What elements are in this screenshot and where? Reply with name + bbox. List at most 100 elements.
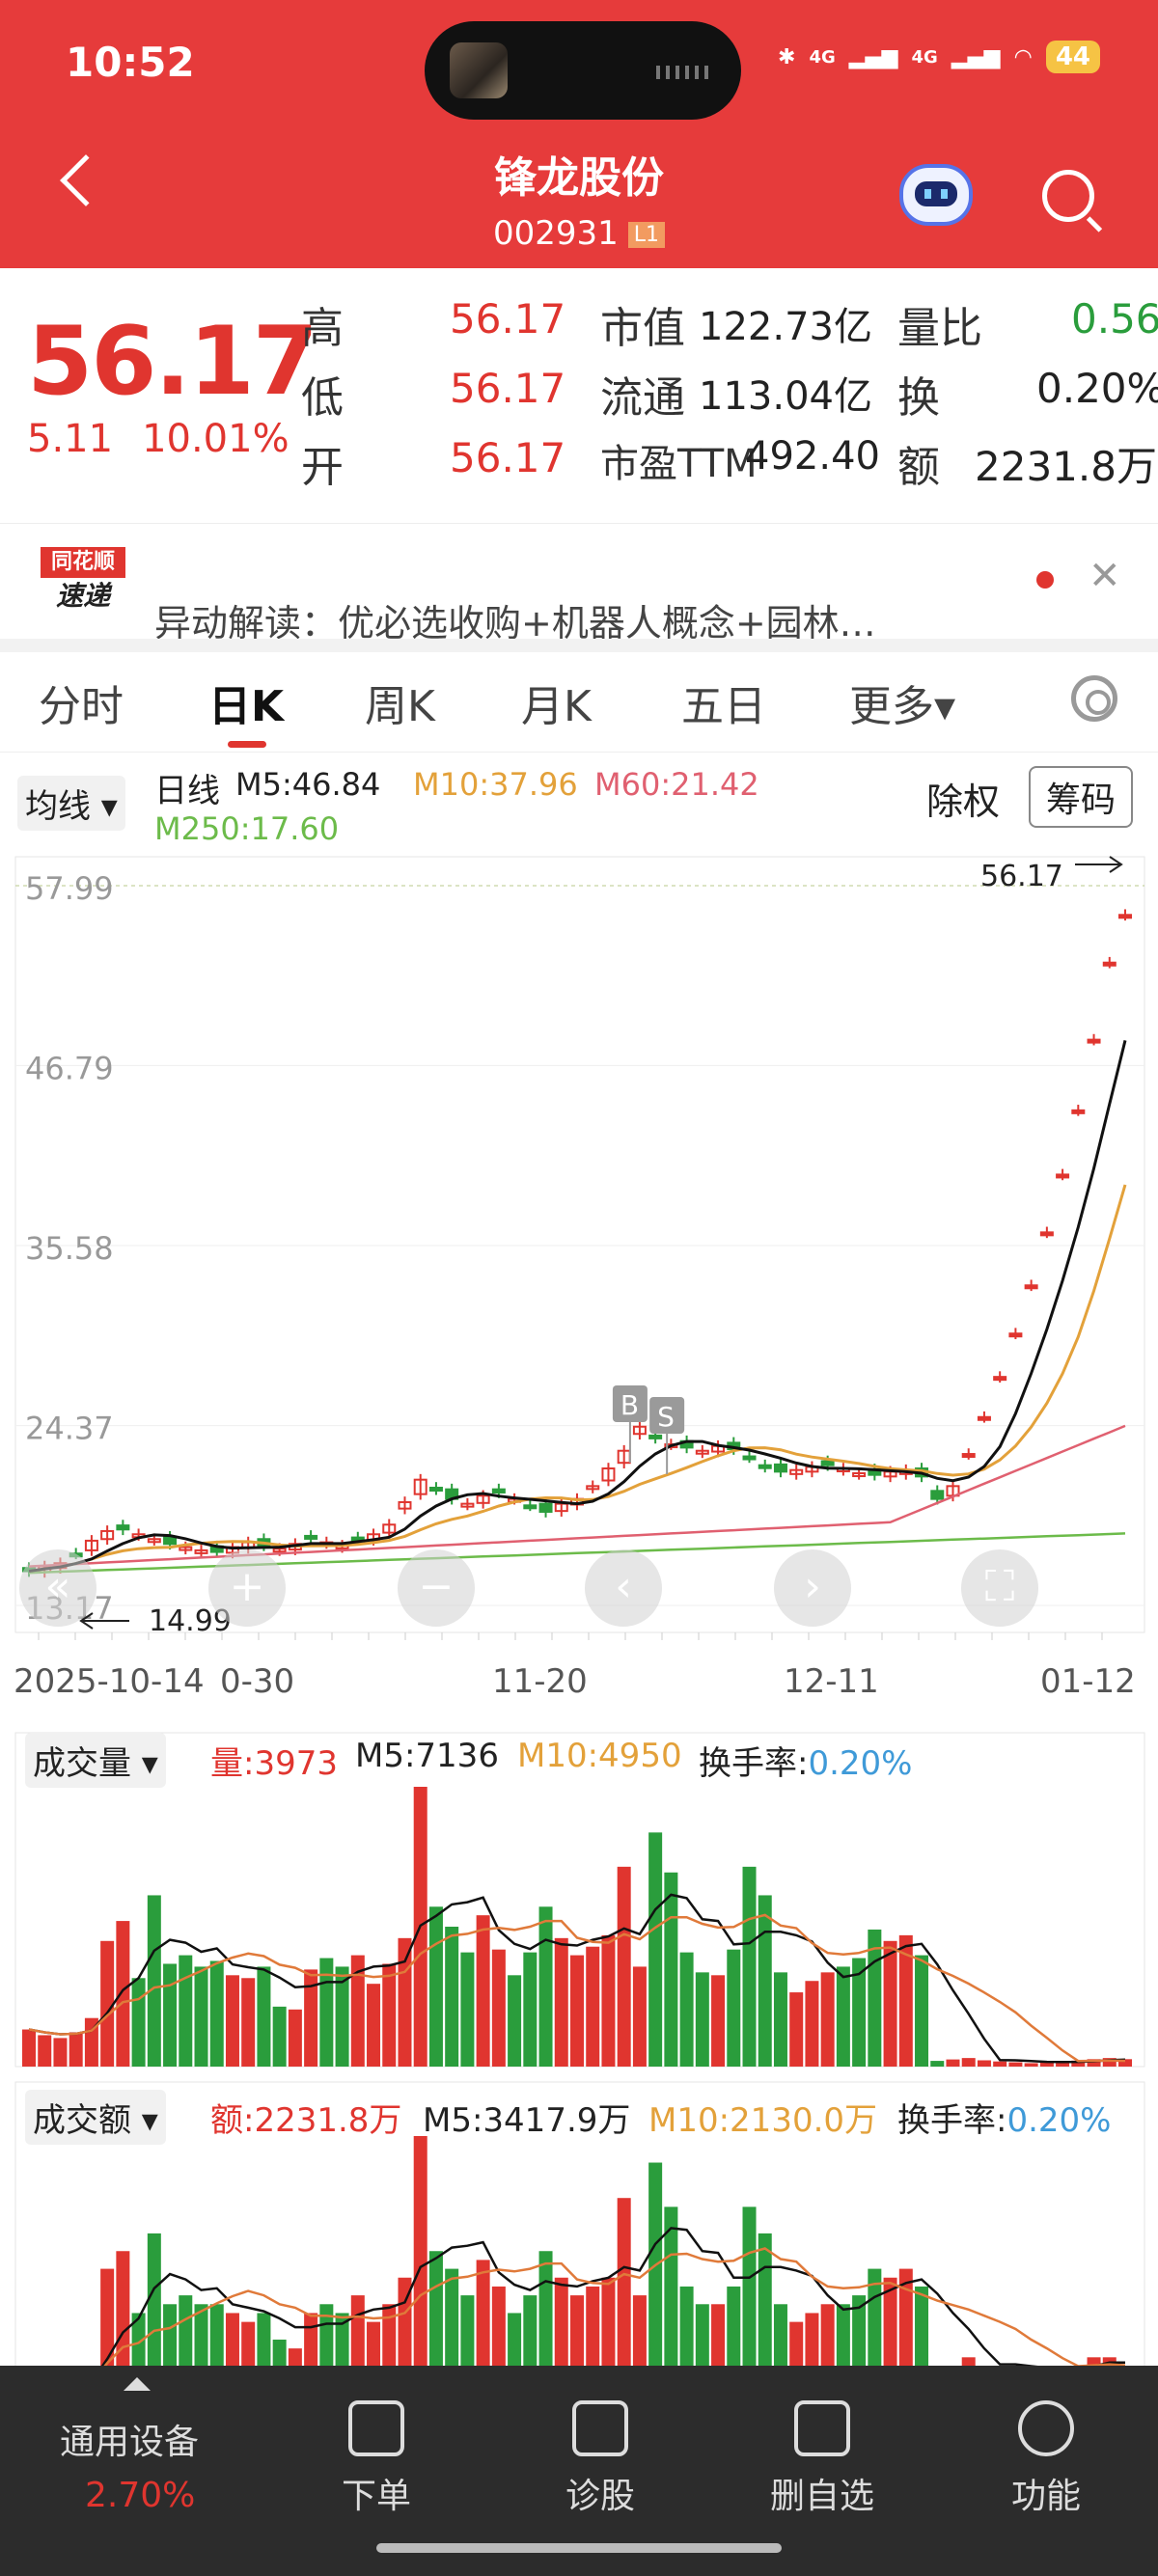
volume-dropdown[interactable]: 成交量 ▾ [25, 1733, 166, 1788]
zoom-in-icon[interactable]: + [208, 1549, 286, 1627]
amount-dropdown[interactable]: 成交额 ▾ [25, 2090, 166, 2145]
volratio-label: 量比 [897, 304, 982, 353]
tab-weekly-k[interactable]: 周K [365, 682, 435, 731]
order-icon [348, 2400, 404, 2456]
candle [491, 1488, 506, 1494]
order-button[interactable]: 下单 [299, 2400, 454, 2518]
volume-bar [758, 1895, 772, 2067]
bottom-nav: 通用设备 2.70% 下单 诊股 删自选 功能 [0, 2366, 1158, 2576]
candle [1008, 1332, 1023, 1338]
news-strip[interactable]: 同花顺 速递 异动解读：优必选收购+机器人概念+园林… [0, 523, 1158, 644]
volume-bar [367, 1984, 381, 2067]
next-icon[interactable]: › [774, 1549, 851, 1627]
prev-icon[interactable]: ‹ [585, 1549, 662, 1627]
candle [977, 1415, 991, 1421]
robot-assistant-icon[interactable] [899, 164, 973, 226]
change-value: 5.11 [27, 417, 114, 461]
candle [695, 1449, 709, 1455]
sector-change: 2.70% [85, 2476, 196, 2515]
amount-bar [617, 2198, 631, 2393]
volume-bar [69, 2032, 83, 2067]
candle [664, 1443, 678, 1449]
candle [116, 1524, 130, 1531]
volume-bar [428, 1906, 443, 2067]
low-value: 56.17 [450, 365, 566, 412]
x-axis-label: 0-30 [220, 1662, 294, 1701]
volume-bar [852, 1958, 867, 2067]
volume-bar [727, 1949, 741, 2067]
open-label: 开 [301, 443, 344, 492]
volume-bar [836, 1966, 850, 2067]
search-icon[interactable] [1042, 170, 1094, 222]
volume-bar [84, 2017, 98, 2067]
volume-bar [523, 1952, 538, 2067]
ma-dropdown[interactable]: 均线 ▾ [17, 776, 125, 831]
volume-bar [993, 2061, 1007, 2067]
candle [930, 1490, 945, 1500]
volratio-value: 0.56 [1071, 295, 1158, 343]
y-tick-label: 57.99 [25, 870, 114, 907]
home-indicator [376, 2543, 782, 2553]
candle [632, 1425, 647, 1436]
expand-up-icon[interactable] [124, 2377, 151, 2391]
volume-bar [632, 1966, 647, 2067]
scroll-left-fast-icon[interactable]: « [19, 1549, 96, 1627]
exright-button[interactable]: 除权 [926, 781, 1001, 823]
pe-value: 492.40 [745, 434, 880, 479]
fullscreen-icon[interactable]: ⛶ [961, 1549, 1038, 1627]
candle [147, 1538, 161, 1544]
volume-bar [460, 1952, 475, 2067]
volume-bar [508, 1975, 522, 2067]
candle [773, 1463, 787, 1473]
close-icon[interactable]: ✕ [1089, 554, 1121, 598]
sector-name[interactable]: 通用设备 [60, 2423, 200, 2462]
candle [508, 1497, 522, 1503]
settings-icon[interactable] [1071, 675, 1117, 722]
volume-bar [711, 1975, 726, 2067]
tab-monthly-k[interactable]: 月K [521, 682, 592, 731]
ma10-label: M10:37.96 [413, 766, 578, 803]
diagnose-button[interactable]: 诊股 [523, 2400, 677, 2518]
volume-bar [163, 1963, 178, 2067]
volume-bar [257, 1966, 271, 2067]
volume-bar [695, 1972, 709, 2067]
candle [350, 1536, 365, 1542]
turnover-value: 0.20% [1036, 365, 1158, 412]
tab-daily-k[interactable]: 日K [208, 682, 285, 731]
period-label: 日线 [154, 772, 220, 810]
tab-more[interactable]: 更多▾ [849, 682, 956, 731]
volume-bar [1039, 2062, 1054, 2067]
candle [648, 1434, 663, 1439]
volume-bar [179, 1955, 193, 2067]
volume-bar [1118, 2059, 1132, 2067]
functions-button[interactable]: 功能 [969, 2400, 1123, 2518]
signal-4g-2: 4G [911, 46, 938, 68]
candle [898, 1468, 913, 1475]
x-axis-label: 2025-10-14 [14, 1662, 205, 1701]
bluetooth-icon: ✱ [778, 44, 796, 69]
tab-five-day[interactable]: 五日 [681, 682, 766, 731]
volume-bar [382, 1963, 397, 2067]
volume-bar [1024, 2063, 1038, 2067]
x-axis-label: 01-12 [1040, 1662, 1136, 1701]
volume-bar [1056, 2061, 1070, 2067]
candle [523, 1504, 538, 1510]
battery-icon: 44 [1045, 41, 1100, 73]
volume-bar [883, 1940, 897, 2067]
ma250-line [28, 1532, 1126, 1575]
chips-button[interactable]: 筹码 [1029, 766, 1134, 828]
volume-turnover: 换手率:0.20% [699, 1744, 913, 1783]
volume-bar [413, 1787, 427, 2067]
signal-bars-icon: ▂▄▆ [848, 44, 898, 69]
status-time: 10:52 [66, 39, 195, 86]
candle [335, 1544, 349, 1549]
volume-bar [617, 1866, 631, 2067]
buy-marker [612, 1385, 648, 1422]
candle [601, 1467, 616, 1482]
volume-bar [116, 1921, 130, 2067]
volume-bar [445, 1927, 459, 2067]
zoom-out-icon[interactable]: − [398, 1549, 475, 1627]
remove-watchlist-button[interactable]: 删自选 [745, 2400, 899, 2518]
tab-intraday[interactable]: 分时 [39, 682, 124, 731]
volume-frame [14, 1732, 1145, 2068]
